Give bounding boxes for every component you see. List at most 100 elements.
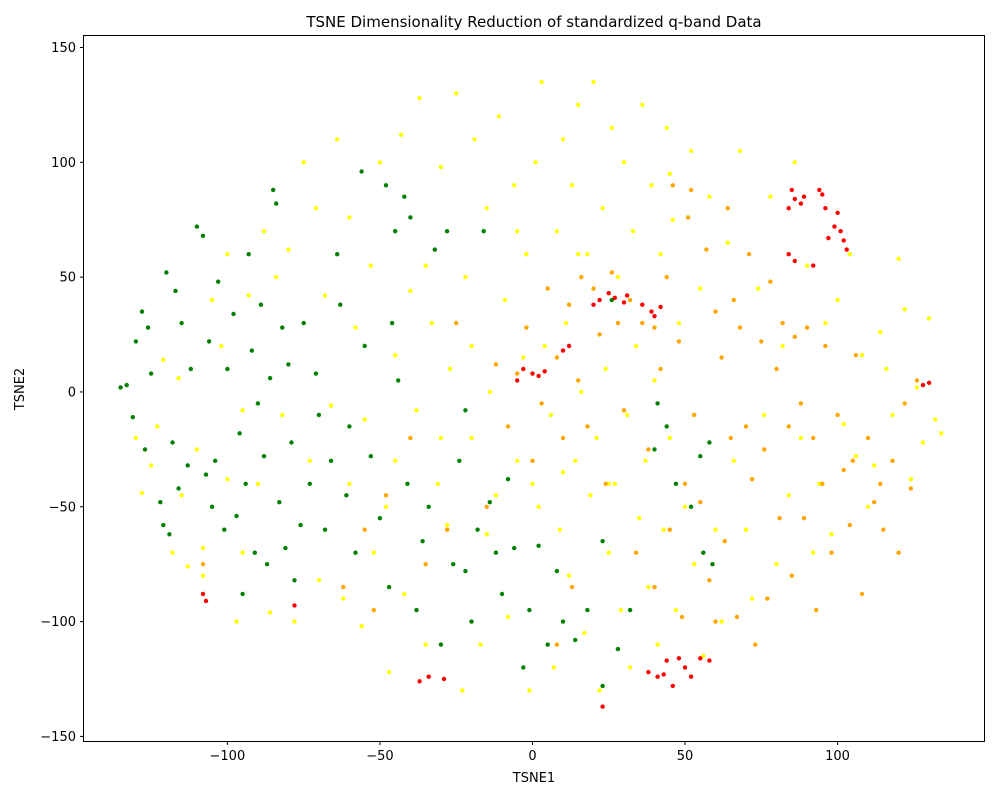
point-s2-36 (670, 183, 675, 188)
point-s1-160 (225, 477, 230, 482)
point-s2-39 (682, 481, 688, 486)
point-s1-47 (435, 481, 441, 486)
point-s1-73 (551, 665, 556, 670)
point-s1-142 (841, 421, 846, 427)
y-tick-label: −150 (40, 730, 76, 745)
point-s0-17 (188, 366, 193, 372)
point-s0-72 (426, 504, 431, 509)
point-s1-20 (286, 247, 291, 252)
point-s1-48 (438, 164, 444, 170)
point-s1-58 (487, 389, 492, 395)
point-s2-21 (585, 424, 590, 429)
point-s0-27 (231, 311, 236, 317)
point-s1-90 (603, 366, 608, 372)
plot-frame (83, 35, 985, 742)
point-s0-37 (261, 454, 267, 459)
point-s1-86 (591, 79, 596, 85)
point-s2-29 (634, 550, 639, 555)
point-s1-157 (933, 417, 938, 422)
point-s2-11 (524, 325, 529, 330)
point-s1-28 (335, 137, 340, 142)
point-s0-97 (652, 447, 657, 452)
point-s1-115 (682, 504, 688, 509)
point-s0-56 (338, 302, 343, 307)
point-s0-43 (280, 325, 285, 330)
point-s0-39 (267, 376, 273, 381)
point-s0-91 (560, 619, 566, 624)
point-s3-4 (426, 674, 431, 679)
point-s0-75 (444, 229, 450, 234)
point-s1-12 (234, 619, 239, 624)
point-s3-1 (203, 598, 209, 604)
point-s2-54 (743, 424, 749, 429)
point-s3-44 (823, 206, 828, 211)
point-s0-84 (499, 591, 505, 597)
point-s1-3 (161, 357, 166, 362)
point-s2-13 (539, 401, 544, 406)
point-s1-18 (274, 274, 279, 280)
point-s1-23 (307, 458, 312, 463)
point-s0-8 (158, 500, 163, 505)
point-s1-170 (576, 252, 581, 257)
point-s2-93 (554, 642, 560, 647)
point-s1-10 (219, 343, 224, 349)
point-s2-17 (566, 302, 572, 307)
point-s0-2 (130, 415, 135, 420)
point-s1-85 (588, 493, 593, 498)
point-s2-68 (798, 401, 804, 406)
point-s3-20 (649, 309, 654, 314)
point-s3-48 (838, 229, 843, 234)
point-s2-66 (789, 573, 794, 578)
point-s3-33 (600, 704, 605, 709)
point-s3-2 (292, 603, 297, 608)
point-s1-107 (655, 642, 660, 647)
point-s2-63 (777, 516, 782, 521)
point-s1-151 (896, 256, 901, 261)
point-s1-128 (756, 286, 761, 291)
point-s2-81 (859, 591, 865, 597)
point-s1-103 (643, 458, 648, 463)
point-s1-56 (478, 642, 483, 647)
point-s2-9 (505, 424, 511, 429)
point-s2-38 (679, 614, 685, 620)
point-s1-106 (652, 378, 657, 383)
point-s3-37 (786, 252, 791, 257)
point-s0-30 (240, 591, 245, 597)
point-s3-0 (200, 591, 206, 597)
point-s0-74 (438, 642, 444, 647)
point-s1-52 (460, 688, 465, 693)
point-s0-50 (307, 481, 312, 486)
point-s1-125 (737, 148, 743, 153)
point-s0-103 (707, 440, 712, 445)
point-s2-42 (692, 412, 697, 418)
point-s2-44 (704, 247, 709, 252)
point-s0-5 (142, 447, 148, 452)
point-s2-65 (786, 424, 791, 429)
point-s1-146 (865, 504, 871, 509)
point-s0-15 (179, 320, 184, 326)
point-s1-173 (438, 435, 444, 441)
point-s3-50 (844, 247, 849, 252)
point-s1-139 (823, 320, 828, 326)
point-s0-48 (298, 522, 303, 528)
point-s3-28 (676, 656, 682, 661)
point-s1-153 (908, 477, 913, 482)
point-s2-28 (627, 297, 633, 303)
point-s1-143 (847, 252, 852, 257)
point-s0-89 (536, 543, 541, 548)
point-s1-14 (246, 293, 251, 298)
point-s2-90 (914, 378, 920, 383)
point-s0-57 (344, 493, 349, 498)
point-s2-86 (890, 458, 895, 463)
point-s1-136 (804, 263, 810, 268)
point-s0-69 (408, 215, 413, 220)
point-s0-107 (600, 539, 605, 544)
point-s1-109 (661, 527, 666, 532)
point-s0-102 (698, 454, 703, 459)
point-s2-4 (408, 435, 413, 441)
point-s1-172 (393, 458, 398, 463)
point-s1-54 (469, 435, 474, 441)
point-s1-33 (362, 417, 367, 422)
point-s1-171 (667, 171, 672, 176)
